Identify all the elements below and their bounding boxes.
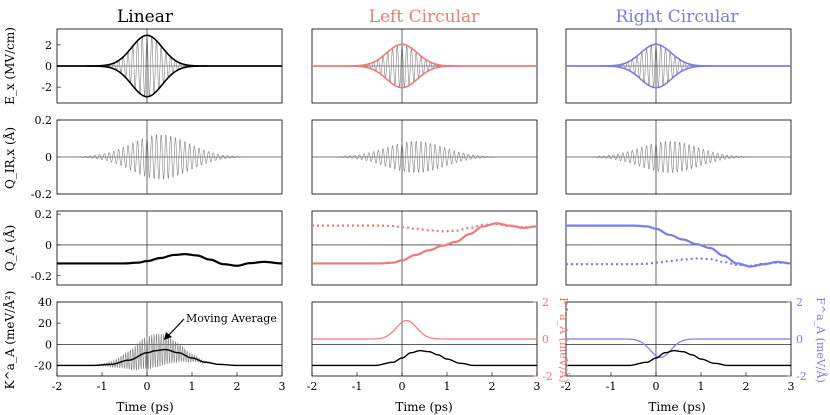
panel-frame (565, 210, 792, 286)
ytick-label: 0 (45, 239, 52, 252)
panel-KA-col3: -2 -1 0 1 2 3 2 0 -2 (561, 296, 807, 393)
qir-oscillation (566, 140, 791, 174)
ytick-label: 40 (38, 296, 52, 309)
title-right-circular: Right Circular (615, 7, 739, 27)
force-series (312, 319, 537, 340)
ytick-label: -20 (34, 359, 52, 372)
right-ytick-label: 2 (542, 296, 549, 309)
xtick-label: 1 (698, 380, 705, 393)
panel-QA-col1: 0.2 0 -0.2 (31, 208, 283, 286)
panel-KA-col1: 40 20 0 -20-2 -1 0 1 2 3 (34, 296, 285, 393)
xtick-label: 1 (444, 380, 451, 393)
efield-envelope-lower (57, 65, 282, 98)
title-left-circular: Left Circular (369, 7, 480, 27)
xtick-label: 3 (279, 380, 286, 393)
right-ytick-label: -2 (542, 370, 553, 383)
ytick-label: -2 (41, 81, 52, 94)
panel-QIRx-col2 (311, 119, 538, 195)
ytick-label: 20 (38, 317, 52, 330)
ytick-label: 0 (45, 60, 52, 73)
moving-average-arrow (167, 318, 185, 337)
efield-envelope-upper (57, 34, 282, 67)
panel-QA-col3 (565, 210, 792, 286)
qir-oscillation (57, 134, 282, 180)
xtick-label: 2 (234, 380, 241, 393)
xtick-label: -2 (52, 380, 63, 393)
xtick-label: -1 (97, 380, 108, 393)
right-ytick-label: 0 (796, 333, 803, 346)
right-ytick-label: 2 (796, 296, 803, 309)
moving-average-annotation: Moving Average (186, 312, 277, 325)
panel-QIRx-col3 (565, 119, 792, 195)
qa-left-solid-series (312, 222, 538, 265)
xtick-label: 1 (189, 380, 196, 393)
ytick-label: 0.2 (35, 208, 53, 221)
ytick-label: 0 (45, 338, 52, 351)
xtick-label: 2 (743, 380, 750, 393)
xtick-label: -1 (606, 380, 617, 393)
right-ytick-label: -2 (796, 370, 807, 383)
xtick-label: 0 (399, 380, 406, 393)
panel-frame (56, 301, 283, 377)
ylabel-ex: E_x (MV/cm) (3, 27, 17, 105)
efield-envelope-lower (312, 65, 537, 89)
efield-envelope-lower (566, 65, 791, 89)
qa-right-solid-series (566, 224, 792, 268)
ka-circular-series (566, 349, 791, 367)
panel-KA-col2: -2 -1 0 1 2 3 2 0 -2 (307, 296, 553, 393)
panel-frame (56, 210, 283, 286)
right-ylabel-left: F^a_A (meV/Å) (557, 297, 571, 382)
force-series (566, 338, 791, 359)
ytick-label: 2 (45, 39, 52, 52)
xtick-label: 0 (653, 380, 660, 393)
panel-Ex-col2 (311, 28, 538, 104)
panel-Ex-col3 (565, 28, 792, 104)
ytick-label: -0.2 (31, 270, 52, 283)
panel-frame (311, 210, 538, 286)
ka-oscillation (57, 333, 282, 372)
panel-QA-col2 (311, 210, 538, 286)
xtick-label: -2 (307, 380, 318, 393)
qir-oscillation (312, 140, 537, 174)
xlabel-col2: Time (ps) (395, 400, 452, 414)
xtick-label: 2 (489, 380, 496, 393)
panel-QIRx-col1: 0.2 0 -0.2 (31, 114, 283, 201)
ylabel-ka: K^a_A (meV/Å²) (2, 291, 17, 390)
xtick-label: 3 (788, 380, 795, 393)
ytick-label: 0.2 (35, 114, 53, 127)
ka-circular-series (312, 349, 537, 367)
panel-Ex-col1: 2 0 -2 (41, 28, 283, 104)
xlabel-col3: Time (ps) (648, 400, 705, 414)
efield-envelope-upper (312, 43, 537, 67)
efield-envelope-upper (566, 43, 791, 67)
xtick-label: -2 (561, 380, 572, 393)
right-ylabel-right: F^a_A (meV/Å) (814, 297, 828, 382)
title-linear: Linear (117, 7, 174, 27)
ytick-label: -0.2 (31, 188, 52, 201)
xtick-label: 0 (144, 380, 151, 393)
right-ytick-label: 0 (542, 333, 549, 346)
ka-moving-average (57, 348, 282, 367)
ylabel-qa: Q_A (Å) (2, 225, 17, 271)
moving-average-arrowhead (164, 332, 172, 340)
ytick-label: 0 (45, 151, 52, 164)
xlabel-col1: Time (ps) (116, 400, 173, 414)
qa-linear-series (57, 253, 283, 267)
ylabel-qirx: Q_IR,x (Å) (2, 127, 17, 189)
xtick-label: 3 (534, 380, 541, 393)
xtick-label: -1 (352, 380, 363, 393)
